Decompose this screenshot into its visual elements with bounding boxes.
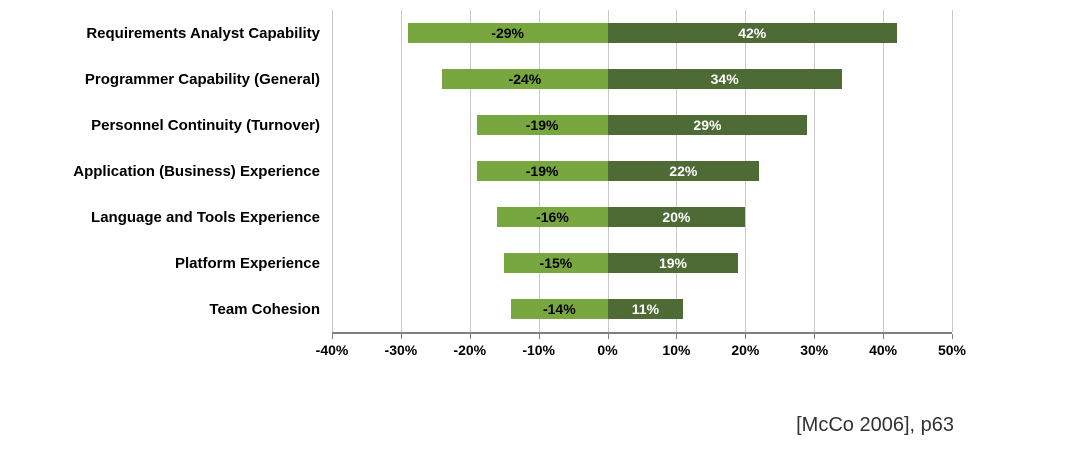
bar-rows: -29% 42% -24% 34% -19% 29% -19% 22% -16% 20% -15% 1… <box>332 10 952 332</box>
negative-bar: -19% <box>476 115 608 135</box>
category-label: Requirements Analyst Capability <box>86 24 320 42</box>
x-axis-tick-labels: -40% -30% -20% -10% 0% 10% 20% 30% 40% 50% <box>316 334 966 364</box>
tick-mark <box>469 334 471 339</box>
x-tick-label: 50% <box>937 342 967 358</box>
x-tick-label: 10% <box>662 342 691 358</box>
tick-mark <box>883 334 885 339</box>
category-label: Personnel Continuity (Turnover) <box>91 116 320 134</box>
bar-row: -16% 20% <box>332 194 952 240</box>
tick-mark <box>952 334 953 339</box>
positive-bar: 22% <box>607 161 760 181</box>
x-tick-label: -40% <box>315 342 349 358</box>
bar-row: -29% 42% <box>332 10 952 56</box>
positive-bar: 20% <box>607 207 746 227</box>
gridline <box>332 10 333 332</box>
category-labels-column: Requirements Analyst Capability Programme… <box>0 10 332 334</box>
tick-mark <box>538 334 540 339</box>
positive-bar: 11% <box>607 299 684 319</box>
bar-row: -19% 29% <box>332 102 952 148</box>
positive-bar: 42% <box>607 23 897 43</box>
negative-bar: -15% <box>504 253 608 273</box>
tick-mark <box>332 334 333 339</box>
x-tick-label: -10% <box>522 342 555 358</box>
x-tick-label: -20% <box>453 342 487 358</box>
gridline <box>400 10 402 332</box>
plot-area: -29% 42% -24% 34% -19% 29% -19% 22% -16% 20% -15% 1… <box>332 10 953 339</box>
tick-mark <box>745 334 747 339</box>
bar-row: -19% 22% <box>332 148 952 194</box>
x-tick-label: 0% <box>597 342 618 358</box>
tick-mark <box>400 334 402 339</box>
x-tick-label: 40% <box>869 342 898 358</box>
bar-row: -14% 11% <box>332 286 952 332</box>
negative-bar: -24% <box>442 69 608 89</box>
x-axis: -40% -30% -20% -10% 0% 10% 20% 30% 40% 50% <box>0 334 1066 364</box>
category-label: Application (Business) Experience <box>73 162 320 180</box>
tick-mark <box>607 334 609 339</box>
citation: [McCo 2006], p63 <box>796 414 954 436</box>
bar-row: -24% 34% <box>332 56 952 102</box>
tick-mark <box>814 334 816 339</box>
category-label: Programmer Capability (General) <box>84 70 320 88</box>
tick-mark <box>676 334 678 339</box>
chart-body: Requirements Analyst Capability Programme… <box>0 10 953 339</box>
gridline <box>952 10 953 332</box>
negative-bar: -14% <box>511 299 608 319</box>
positive-bar: 19% <box>607 253 739 273</box>
positive-bar: 34% <box>607 69 842 89</box>
positive-bar: 29% <box>607 115 808 135</box>
negative-bar: -16% <box>497 207 608 227</box>
gridline <box>883 10 885 332</box>
gridline <box>469 10 471 332</box>
x-tick-label: -30% <box>384 342 418 358</box>
negative-bar: -19% <box>476 161 608 181</box>
bar-row: -15% 19% <box>332 240 952 286</box>
x-tick-label: 20% <box>731 342 760 358</box>
gridline <box>814 10 816 332</box>
category-label: Platform Experience <box>174 254 320 272</box>
negative-bar: -29% <box>407 23 608 43</box>
axis-spacer <box>0 334 332 364</box>
category-label: Team Cohesion <box>209 300 320 318</box>
category-label: Language and Tools Experience <box>91 208 320 226</box>
x-tick-label: 30% <box>800 342 829 358</box>
